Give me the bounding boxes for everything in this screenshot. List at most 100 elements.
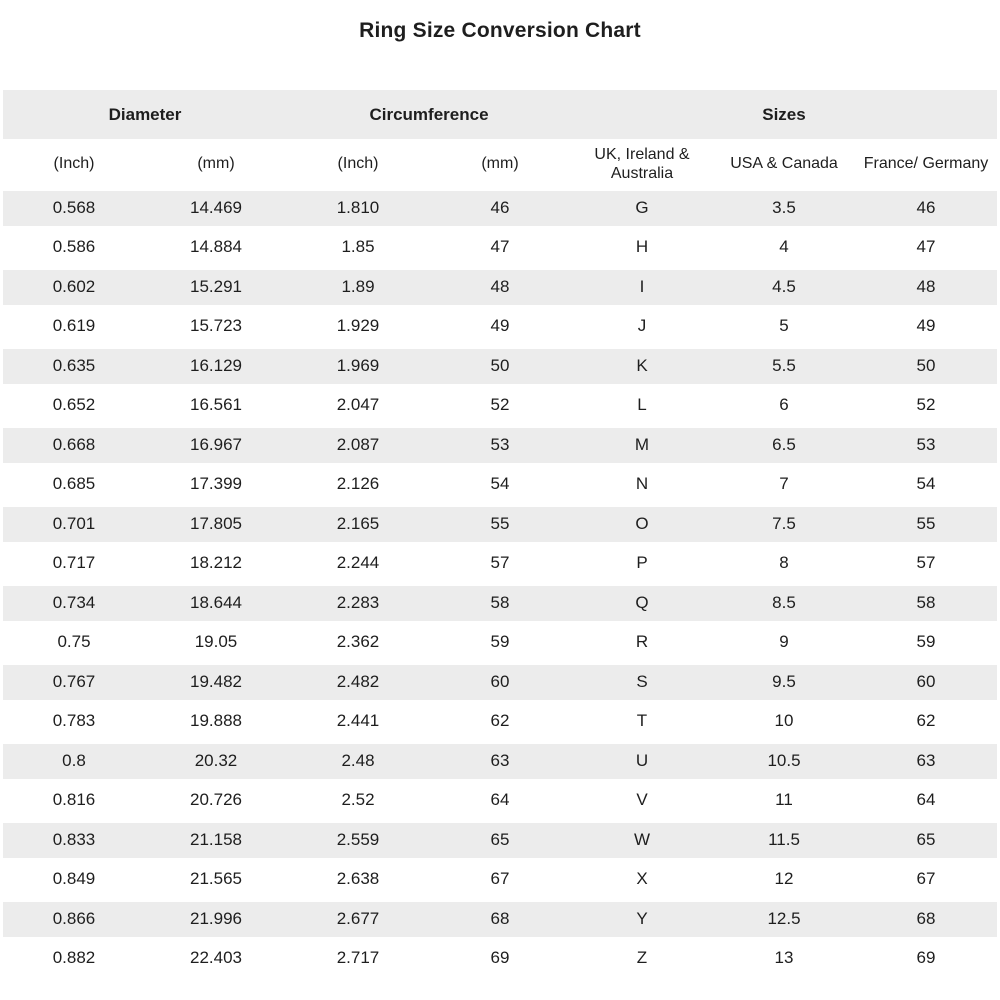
- table-cell: 20.32: [145, 741, 287, 781]
- table-cell: 10.5: [713, 741, 855, 781]
- table-cell: 1.85: [341, 237, 375, 257]
- table-cell: 0.568: [3, 188, 145, 228]
- table-cell: 14.469: [145, 188, 287, 228]
- table-cell: 4: [779, 237, 789, 257]
- table-cell: 62: [490, 711, 510, 731]
- table-cell: 50: [429, 346, 571, 386]
- table-cell: 19.05: [194, 632, 238, 652]
- table-row: 0.816 20.726 2.52 64 V 11 64: [3, 781, 997, 821]
- table-cell: 68: [855, 899, 997, 939]
- table-cell: 64: [916, 790, 936, 810]
- table-cell: 16.561: [190, 395, 242, 415]
- table-cell: 21.158: [145, 820, 287, 860]
- table-row: 0.652 16.561 2.047 52 L 6 52: [3, 386, 997, 426]
- table-cell: 12: [774, 869, 794, 889]
- table-cell: 6: [779, 395, 789, 415]
- table-cell: 22.403: [190, 948, 242, 968]
- table-cell: M: [571, 425, 713, 465]
- table-row: 0.602 15.291 1.89 48 I 4.5 48: [3, 267, 997, 307]
- table-cell: 0.783: [52, 711, 96, 731]
- table-cell: 0.767: [3, 662, 145, 702]
- table-cell: 12.5: [713, 899, 855, 939]
- table-cell: 0.866: [3, 899, 145, 939]
- table-cell: X: [636, 869, 648, 889]
- column-header-diameter-mm: (mm): [145, 139, 287, 188]
- table-cell: 1.969: [287, 346, 429, 386]
- table-cell: 0.619: [52, 316, 96, 336]
- table-cell: 46: [429, 188, 571, 228]
- table-cell: T: [636, 711, 648, 731]
- table-cell: K: [571, 346, 713, 386]
- table-cell: 69: [916, 948, 936, 968]
- table-cell: 15.723: [190, 316, 242, 336]
- table-cell: 0.652: [52, 395, 96, 415]
- table-cell: 7: [779, 474, 789, 494]
- table-cell: J: [637, 316, 647, 336]
- table-cell: S: [571, 662, 713, 702]
- table-row: 0.734 18.644 2.283 58 Q 8.5 58: [3, 583, 997, 623]
- table-cell: 65: [429, 820, 571, 860]
- ring-size-chart-page: Ring Size Conversion Chart Diameter Circ…: [0, 18, 1000, 978]
- table-cell: 67: [490, 869, 510, 889]
- table-cell: 3.5: [713, 188, 855, 228]
- table-cell: G: [571, 188, 713, 228]
- table-cell: 9.5: [713, 662, 855, 702]
- table-cell: 50: [855, 346, 997, 386]
- table-cell: 2.244: [336, 553, 380, 573]
- table-cell: 60: [429, 662, 571, 702]
- page-title: Ring Size Conversion Chart: [359, 19, 641, 42]
- table-cell: 54: [916, 474, 936, 494]
- table-cell: 48: [429, 267, 571, 307]
- table-cell: 60: [855, 662, 997, 702]
- table-cell: 10: [774, 711, 794, 731]
- table-cell: 63: [855, 741, 997, 781]
- table-cell: 5: [779, 316, 789, 336]
- table-cell: 2.717: [336, 948, 380, 968]
- table-cell: 21.996: [145, 899, 287, 939]
- table-row: 0.619 15.723 1.929 49 J 5 49: [3, 307, 997, 347]
- column-header-diameter-inch: (Inch): [3, 139, 145, 188]
- table-cell: 2.677: [287, 899, 429, 939]
- ring-size-conversion-table: Diameter Circumference Sizes (Inch) (mm)…: [3, 90, 997, 978]
- table-cell: 0.882: [52, 948, 96, 968]
- table-cell: 0.75: [57, 632, 91, 652]
- table-cell: Y: [571, 899, 713, 939]
- table-cell: 63: [429, 741, 571, 781]
- table-row: 0.849 21.565 2.638 67 X 12 67: [3, 860, 997, 900]
- table-cell: 8.5: [713, 583, 855, 623]
- table-cell: 0.734: [3, 583, 145, 623]
- table-cell: 47: [490, 237, 510, 257]
- table-cell: 52: [916, 395, 936, 415]
- table-cell: 2.441: [336, 711, 380, 731]
- table-row: 0.701 17.805 2.165 55 O 7.5 55: [3, 504, 997, 544]
- table-cell: 2.362: [336, 632, 380, 652]
- table-cell: 0.668: [3, 425, 145, 465]
- group-header-sizes: Sizes: [571, 90, 997, 139]
- table-cell: H: [635, 237, 649, 257]
- table-cell: 14.884: [190, 237, 242, 257]
- table-cell: 21.565: [190, 869, 242, 889]
- table-cell: 2.126: [336, 474, 380, 494]
- column-header-uk-ireland-australia: UK, Ireland & Australia: [571, 139, 713, 188]
- table-row: 0.833 21.158 2.559 65 W 11.5 65: [3, 820, 997, 860]
- table-cell: 9: [779, 632, 789, 652]
- table-cell: L: [637, 395, 647, 415]
- table-cell: 1.929: [336, 316, 380, 336]
- table-cell: 19.888: [190, 711, 242, 731]
- table-cell: 2.559: [287, 820, 429, 860]
- table-row: 0.668 16.967 2.087 53 M 6.5 53: [3, 425, 997, 465]
- table-cell: 2.482: [287, 662, 429, 702]
- table-row: 0.75 19.05 2.362 59 R 9 59: [3, 623, 997, 663]
- table-row: 0.685 17.399 2.126 54 N 7 54: [3, 465, 997, 505]
- table-cell: 18.212: [190, 553, 242, 573]
- table-cell: 2.52: [341, 790, 375, 810]
- table-row: 0.586 14.884 1.85 47 H 4 47: [3, 228, 997, 268]
- column-header-usa-canada: USA & Canada: [713, 139, 855, 188]
- table-cell: 11: [775, 790, 793, 810]
- table-cell: 0.8: [3, 741, 145, 781]
- table-cell: 58: [855, 583, 997, 623]
- column-header-row: (Inch) (mm) (Inch) (mm) UK, Ireland & Au…: [3, 139, 997, 188]
- table-cell: 11.5: [713, 820, 855, 860]
- table-cell: 13: [774, 948, 794, 968]
- table-cell: 8: [779, 553, 789, 573]
